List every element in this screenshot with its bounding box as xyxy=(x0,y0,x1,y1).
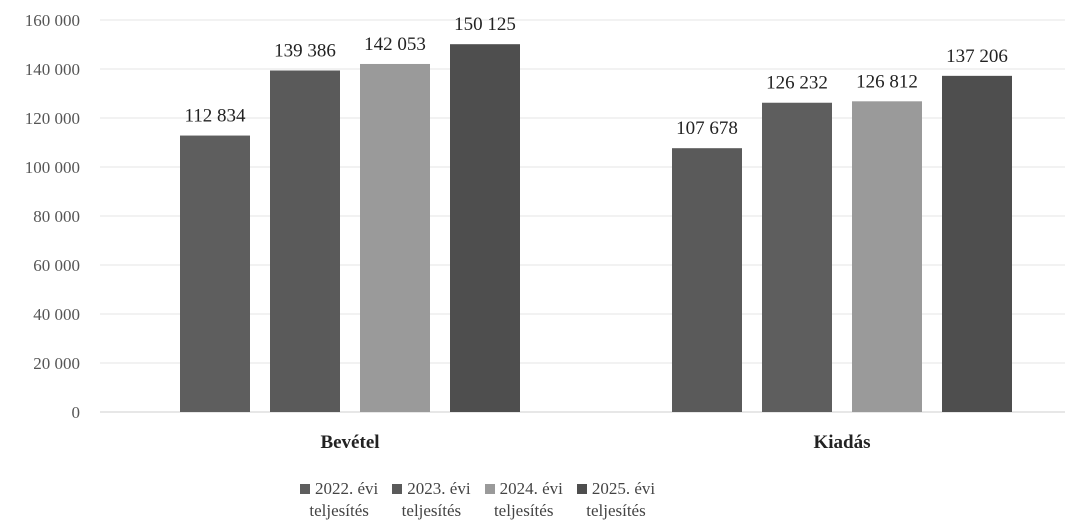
legend-label: 2024. évi xyxy=(499,479,563,498)
data-label: 139 386 xyxy=(274,41,336,62)
bar xyxy=(942,75,1012,412)
y-tick-label: 60 000 xyxy=(33,256,80,275)
legend-item: 2023. évi teljesítés xyxy=(392,478,471,522)
bar xyxy=(762,102,832,412)
bar xyxy=(852,101,922,412)
bar-chart: 0 20 000 40 000 60 000 80 000 100 000 120 000 1… xyxy=(25,11,1065,453)
y-tick-label: 120 000 xyxy=(25,109,80,128)
legend-item: 2024. évi teljesítés xyxy=(484,478,563,522)
legend: 2022. évi teljesítés 2023. évi teljesítés 20… xyxy=(300,478,820,522)
legend-swatch xyxy=(576,484,587,494)
legend-label: 2025. évi xyxy=(591,479,656,498)
legend-label-line2: teljesítés xyxy=(586,501,646,520)
legend-item: 2025. évi teljesítés xyxy=(576,478,656,522)
bar xyxy=(180,135,250,412)
data-label: 142 053 xyxy=(364,34,426,55)
y-tick-label: 140 000 xyxy=(25,60,80,79)
legend-swatch xyxy=(484,484,495,494)
legend-label-line2: teljesítés xyxy=(309,501,369,520)
legend-swatch xyxy=(392,484,403,494)
data-label: 126 812 xyxy=(856,71,918,92)
data-label: 107 678 xyxy=(676,118,738,139)
data-label: 150 125 xyxy=(454,14,516,35)
legend-label-line2: teljesítés xyxy=(401,501,462,520)
data-label: 112 834 xyxy=(184,106,246,127)
legend-item: 2022. évi teljesítés xyxy=(300,478,378,522)
legend-swatch xyxy=(300,484,310,494)
category-label: Kiadás xyxy=(813,432,870,453)
y-tick-label: 20 000 xyxy=(33,354,80,373)
y-tick-label: 40 000 xyxy=(33,305,80,324)
bar xyxy=(270,70,340,412)
category-label: Bevétel xyxy=(320,432,379,453)
bar xyxy=(450,44,520,412)
bar xyxy=(360,63,430,412)
y-tick-label: 80 000 xyxy=(33,207,80,226)
y-tick-label: 0 xyxy=(72,403,81,422)
y-tick-label: 100 000 xyxy=(25,158,80,177)
bar xyxy=(672,148,742,412)
data-label: 126 232 xyxy=(766,73,828,94)
legend-label: 2023. évi xyxy=(407,479,471,498)
y-tick-label: 160 000 xyxy=(25,11,80,30)
legend-label-line2: teljesítés xyxy=(493,501,554,520)
data-label: 137 206 xyxy=(946,46,1008,67)
legend-label: 2022. évi xyxy=(315,479,379,498)
